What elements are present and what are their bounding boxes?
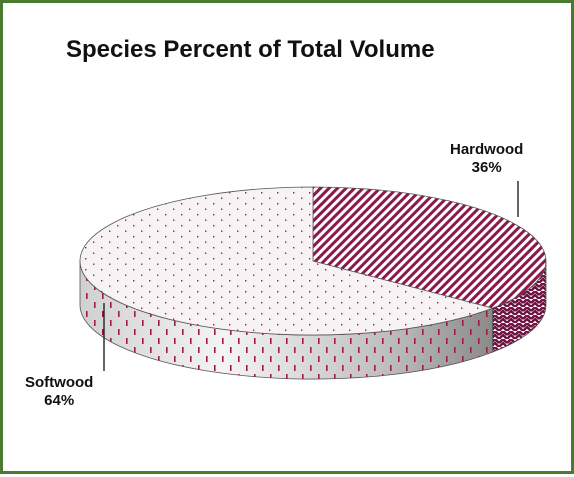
chart-title: Species Percent of Total Volume	[66, 36, 435, 63]
slice-label-name: Softwood	[25, 374, 94, 391]
slice-label-hardwood: Hardwood 36%	[450, 141, 523, 177]
slice-label-softwood: Softwood 64%	[25, 374, 93, 410]
pie-chart	[79, 181, 547, 380]
slice-label-value: 64%	[44, 392, 75, 409]
pie-slice-hardwood	[312, 186, 547, 309]
pie-slice-softwood	[79, 186, 494, 336]
slice-label-name: Hardwood	[450, 141, 524, 158]
slice-label-value: 36%	[471, 159, 502, 176]
pie-side-pattern-softwood	[80, 261, 493, 380]
